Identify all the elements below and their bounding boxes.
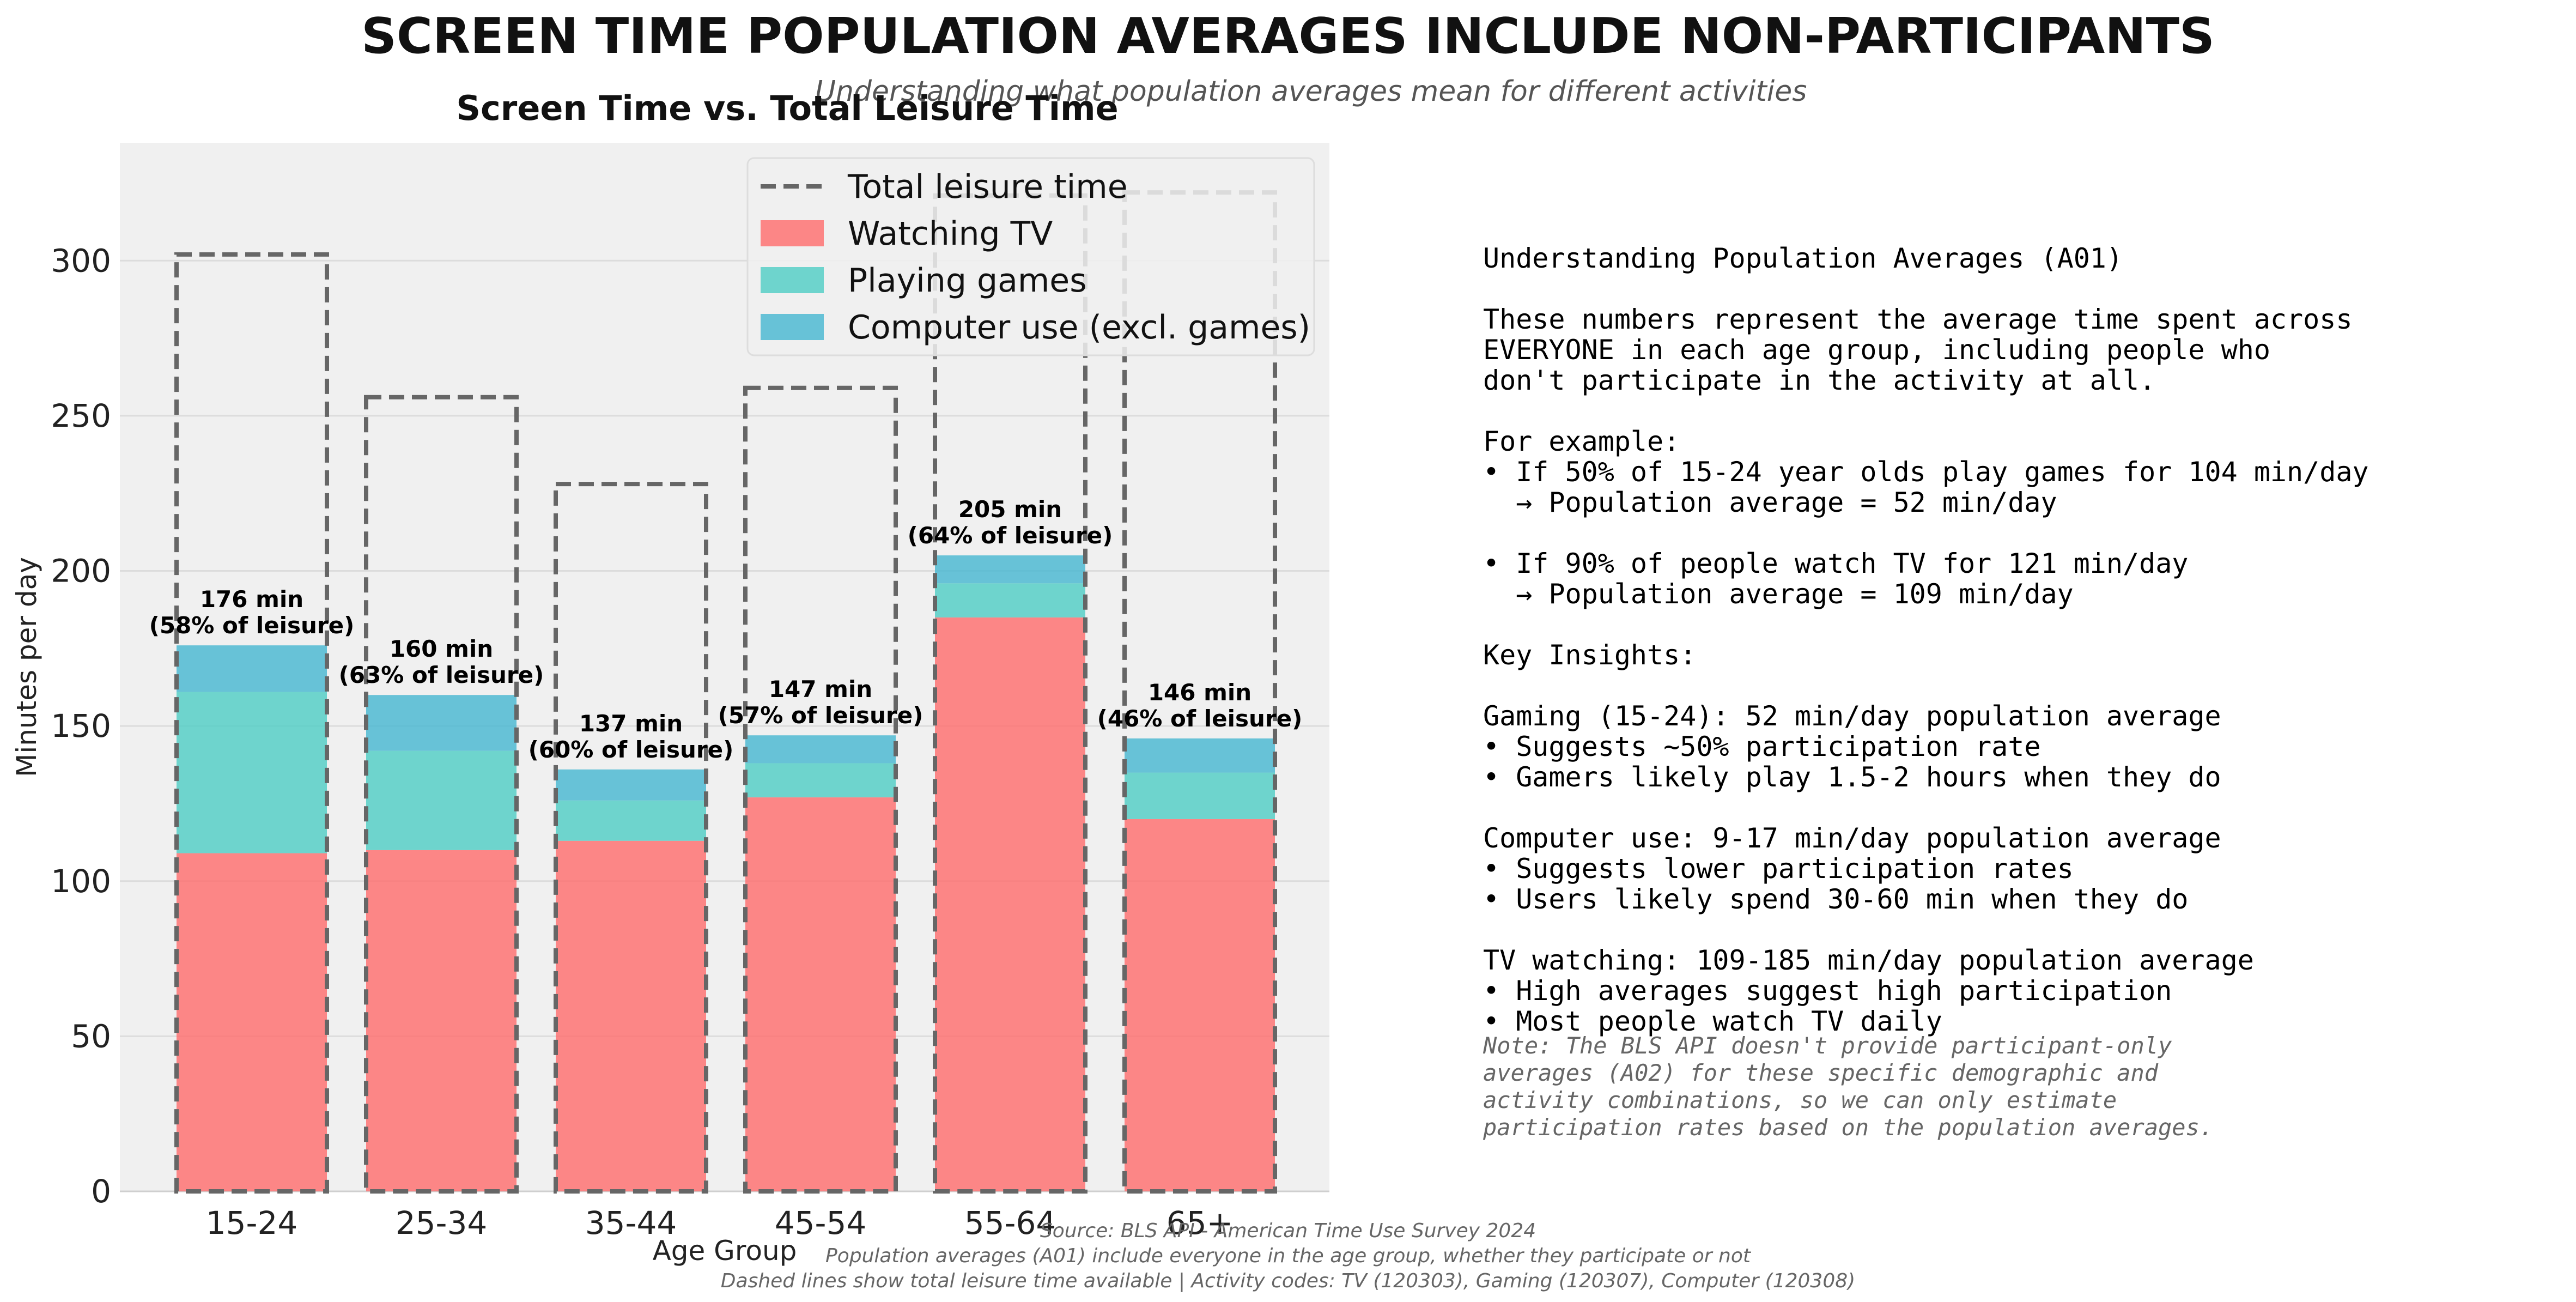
panel-blank-line — [1483, 396, 2545, 426]
footer-activity-codes: Dashed lines show total leisure time ava… — [720, 1270, 1856, 1292]
total-leisure-outline — [174, 252, 329, 1194]
bar-total-label: 137 min — [579, 710, 683, 737]
bar-segment-computer-use-excl-games — [935, 555, 1085, 584]
legend-box — [746, 157, 1315, 356]
bar-segment-watching-tv — [745, 797, 896, 1191]
bar-segment-watching-tv — [366, 850, 517, 1191]
bar-segment-playing-games — [177, 692, 327, 853]
panel-blank-line — [1483, 609, 2545, 640]
x-tick-label: 15-24 — [206, 1204, 298, 1242]
api-note: Note: The BLS API doesn't provide partic… — [1483, 1032, 2518, 1141]
explanation-panel: Understanding Population Averages (A01) T… — [1483, 243, 2545, 1037]
total-leisure-outline — [364, 395, 519, 1194]
x-axis-label: Age Group — [653, 1235, 797, 1267]
panel-line: • High averages suggest high participati… — [1483, 975, 2172, 1007]
bar-segment-watching-tv — [556, 840, 706, 1191]
bar-segment-playing-games — [935, 583, 1085, 617]
y-tick-label: 0 — [91, 1173, 111, 1210]
panel-line: Key Insights: — [1483, 639, 1697, 671]
chart-title: Screen Time vs. Total Leisure Time — [456, 88, 1119, 128]
x-tick-label: 45-54 — [775, 1204, 867, 1242]
legend-label: Total leisure time — [847, 168, 1128, 206]
note-line: participation rates based on the populat… — [1483, 1114, 2214, 1141]
y-tick-label: 200 — [51, 553, 111, 590]
bar-segment-computer-use-excl-games — [177, 645, 327, 692]
panel-line: • Suggests lower participation rates — [1483, 853, 2074, 885]
bar-segment-computer-use-excl-games — [556, 769, 706, 801]
bar-segment-watching-tv — [1125, 819, 1275, 1191]
y-axis-label: Minutes per day — [11, 557, 42, 777]
bar-segment-computer-use-excl-games — [1125, 738, 1275, 773]
panel-line: For example: — [1483, 426, 1680, 457]
legend-swatch — [761, 314, 824, 340]
panel-line: • Users likely spend 30-60 min when they… — [1483, 883, 2189, 915]
y-tick-label: 50 — [71, 1018, 111, 1055]
x-tick-label: 55-64 — [964, 1204, 1056, 1242]
panel-blank-line — [1483, 792, 2545, 823]
x-tick-label: 35-44 — [585, 1204, 677, 1242]
bar-segment-playing-games — [745, 763, 896, 798]
figure-subtitle: Understanding what population averages m… — [815, 75, 1807, 108]
legend-swatch — [761, 220, 824, 246]
bar-percent-label: (64% of leisure) — [908, 522, 1113, 549]
panel-line: → Population average = 109 min/day — [1483, 578, 2074, 610]
total-leisure-outline — [554, 482, 708, 1194]
bar-total-label: 160 min — [390, 635, 493, 662]
y-tick-label: 300 — [51, 242, 111, 279]
bar-segment-playing-games — [1125, 772, 1275, 819]
figure-title: SCREEN TIME POPULATION AVERAGES INCLUDE … — [361, 8, 2215, 65]
panel-line: • If 50% of 15-24 year olds play games f… — [1483, 456, 2369, 488]
panel-line: • Gamers likely play 1.5-2 hours when th… — [1483, 761, 2221, 793]
bar-segment-playing-games — [556, 800, 706, 841]
y-tick-label: 100 — [51, 863, 111, 900]
x-tick-label: 65+ — [1167, 1204, 1233, 1242]
panel-blank-line — [1483, 670, 2545, 701]
bar-total-label: 147 min — [769, 676, 872, 703]
bar-total-label: 205 min — [958, 496, 1062, 523]
panel-line: • If 90% of people watch TV for 121 min/… — [1483, 548, 2189, 579]
panel-line: These numbers represent the average time… — [1483, 304, 2353, 335]
bar-percent-label: (46% of leisure) — [1097, 705, 1303, 732]
y-tick-label: 150 — [51, 707, 111, 744]
legend-label: Watching TV — [848, 215, 1053, 253]
panel-line: Gaming (15-24): 52 min/day population av… — [1483, 700, 2221, 732]
x-tick-label: 25-34 — [396, 1204, 488, 1242]
panel-blank-line — [1483, 274, 2545, 304]
panel-line: EVERYONE in each age group, including pe… — [1483, 334, 2270, 366]
note-line: activity combinations, so we can only es… — [1483, 1087, 2117, 1113]
bar-segment-watching-tv — [935, 617, 1085, 1191]
footer-population-note: Population averages (A01) include everyo… — [825, 1245, 1751, 1267]
bar-percent-label: (57% of leisure) — [718, 702, 924, 729]
legend-label: Computer use (excl. games) — [848, 308, 1310, 347]
bar-segment-playing-games — [366, 750, 517, 850]
note-line: averages (A02) for these specific demogr… — [1483, 1059, 2159, 1086]
note-line: Note: The BLS API doesn't provide partic… — [1483, 1032, 2172, 1059]
panel-line: → Population average = 52 min/day — [1483, 487, 2057, 518]
bar-segment-computer-use-excl-games — [745, 735, 896, 764]
total-leisure-outline — [743, 385, 898, 1194]
bar-percent-label: (58% of leisure) — [149, 612, 355, 639]
panel-line: Understanding Population Averages (A01) — [1483, 243, 2123, 274]
y-tick-label: 250 — [51, 397, 111, 434]
footer-source: Source: BLS API - American Time Use Surv… — [1040, 1220, 1536, 1242]
bar-total-label: 146 min — [1148, 679, 1251, 706]
bar-total-label: 176 min — [200, 586, 303, 613]
panel-blank-line — [1483, 518, 2545, 548]
bar-segment-watching-tv — [177, 853, 327, 1191]
bar-percent-label: (60% of leisure) — [528, 736, 734, 763]
panel-line: TV watching: 109-185 min/day population … — [1483, 944, 2254, 976]
panel-blank-line — [1483, 915, 2545, 945]
legend-swatch — [761, 267, 824, 293]
panel-line: • Suggests ~50% participation rate — [1483, 731, 2041, 762]
legend-label: Playing games — [848, 262, 1086, 300]
bar-percent-label: (63% of leisure) — [339, 662, 544, 688]
panel-line: don't participate in the activity at all… — [1483, 365, 2156, 396]
bar-segment-computer-use-excl-games — [366, 695, 517, 751]
panel-line: • Most people watch TV daily — [1483, 1006, 1942, 1037]
panel-line: Computer use: 9-17 min/day population av… — [1483, 822, 2221, 854]
